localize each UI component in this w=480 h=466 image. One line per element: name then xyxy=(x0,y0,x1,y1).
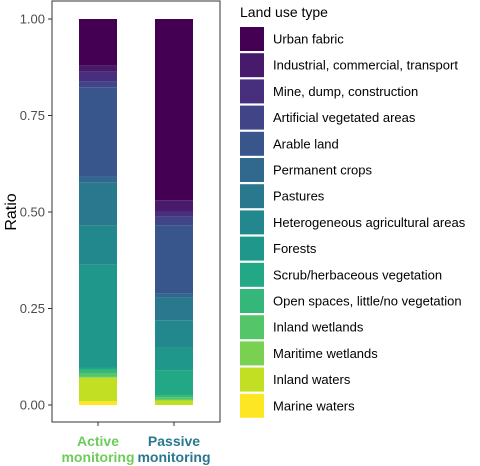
bar-segment-1-9 xyxy=(79,264,117,368)
legend-key-1 xyxy=(240,27,264,51)
x-category-label-2: Passive monitoring xyxy=(137,433,210,465)
bar-segment-1-11 xyxy=(79,369,117,374)
bars-group xyxy=(79,19,193,405)
bar-segment-2-8 xyxy=(155,320,193,348)
bar-segment-2-9 xyxy=(155,347,193,371)
bar-segment-2-12 xyxy=(155,397,193,400)
legend-label-9: Forests xyxy=(273,241,317,256)
bar-segment-1-8 xyxy=(79,225,117,265)
bar-segment-1-15 xyxy=(79,401,117,405)
bar-segment-2-7 xyxy=(155,297,193,321)
legend-label-1: Urban fabric xyxy=(273,32,344,47)
bar-segment-2-6 xyxy=(155,293,193,298)
bar-segment-2-11 xyxy=(155,395,193,398)
legend-key-4 xyxy=(240,105,264,130)
y-tick-label-4: 1.00 xyxy=(20,12,45,27)
legend-label-15: Marine waters xyxy=(273,398,355,413)
bar-segment-1-2 xyxy=(79,65,117,72)
bar-segment-1-7 xyxy=(79,182,117,226)
legend-key-3 xyxy=(240,79,264,104)
legend-label-10: Scrub/herbaceous vegetation xyxy=(273,267,442,282)
legend-key-5 xyxy=(240,131,264,156)
legend-label-4: Artificial vegetated areas xyxy=(273,110,416,125)
legend-label-13: Maritime wetlands xyxy=(273,346,378,361)
y-axis-title: Ratio xyxy=(3,193,20,230)
legend-key-2 xyxy=(240,53,264,78)
bar-segment-2-3 xyxy=(155,211,193,217)
legend-key-8 xyxy=(240,210,264,235)
legend-key-13 xyxy=(240,341,264,366)
bar-segment-1-13 xyxy=(79,376,117,378)
legend-key-10 xyxy=(240,262,264,287)
legend-key-15 xyxy=(240,393,264,418)
legend-label-11: Open spaces, little/no vegetation xyxy=(273,294,462,309)
y-tick-label-3: 0.75 xyxy=(20,108,45,123)
legend-label-2: Industrial, commercial, transport xyxy=(273,58,458,73)
legend-label-8: Heterogeneous agricultural areas xyxy=(273,215,466,230)
legend-label-12: Inland wetlands xyxy=(273,320,364,335)
y-tick-label-0: 0.00 xyxy=(20,398,45,413)
bar-segment-1-3 xyxy=(79,71,117,82)
bar-segment-2-10 xyxy=(155,370,193,396)
bar-segment-1-12 xyxy=(79,373,117,377)
legend-key-7 xyxy=(240,184,264,209)
bar-segment-1-1 xyxy=(79,19,117,66)
bar-segment-2-14 xyxy=(155,400,193,405)
bar-segment-1-4 xyxy=(79,81,117,88)
bar-segment-1-10 xyxy=(79,367,117,370)
bar-segment-1-14 xyxy=(79,377,117,402)
legend-title: Land use type xyxy=(240,4,328,20)
legend-key-9 xyxy=(240,236,264,261)
bar-segment-1-6 xyxy=(79,176,117,183)
legend-key-11 xyxy=(240,289,264,313)
legend: Urban fabric Industrial, commercial, tran… xyxy=(240,27,466,418)
legend-key-6 xyxy=(240,158,264,182)
bar-segment-2-13 xyxy=(155,399,193,401)
y-axis: 0.00 0.25 0.50 0.75 1.00 xyxy=(20,12,52,413)
legend-label-6: Permanent crops xyxy=(273,163,372,178)
bar-segment-2-1 xyxy=(155,19,193,201)
legend-key-12 xyxy=(240,315,264,340)
legend-key-14 xyxy=(240,367,264,392)
legend-label-5: Arable land xyxy=(273,136,339,151)
legend-label-7: Pastures xyxy=(273,189,325,204)
bar-segment-2-4 xyxy=(155,216,193,226)
y-tick-label-2: 0.50 xyxy=(20,205,45,220)
legend-label-14: Inland waters xyxy=(273,372,351,387)
bar-segment-2-5 xyxy=(155,225,193,294)
bar-segment-2-2 xyxy=(155,200,193,212)
x-category-label-1: Active monitoring xyxy=(61,433,134,465)
bar-segment-1-5 xyxy=(79,87,117,177)
legend-label-3: Mine, dump, construction xyxy=(273,84,418,99)
panel-border xyxy=(51,0,221,423)
y-tick-label-1: 0.25 xyxy=(20,301,45,316)
